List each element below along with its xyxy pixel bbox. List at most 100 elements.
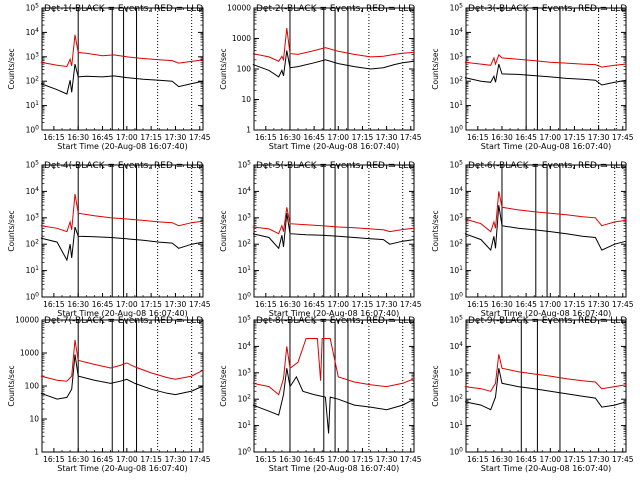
x-tick-label: 17:15 xyxy=(352,133,374,142)
x-tick-label: 17:00 xyxy=(539,300,561,309)
y-tick-label: 102 xyxy=(450,239,464,249)
series-line-events xyxy=(464,368,627,411)
x-tick-label: 16:45 xyxy=(515,300,537,309)
y-axis-label: Counts/sec xyxy=(7,48,16,89)
x-tick-label: 16:45 xyxy=(515,455,537,464)
series-line-events xyxy=(464,205,627,252)
series-line-events xyxy=(252,213,415,250)
x-tick-label: 17:15 xyxy=(352,455,374,464)
x-tick-label: 16:30 xyxy=(491,455,513,464)
x-tick-label: 16:45 xyxy=(92,455,114,464)
x-tick-label: 16:45 xyxy=(303,133,325,142)
y-tick-label: 104 xyxy=(26,186,40,196)
y-tick-label: 105 xyxy=(450,315,464,325)
y-tick-label: 103 xyxy=(26,212,40,222)
x-tick-label: 17:15 xyxy=(564,133,586,142)
series-line-events xyxy=(40,63,204,95)
y-tick-label: 100 xyxy=(26,125,40,135)
y-tick-label: 103 xyxy=(450,367,464,377)
x-tick-label: 17:30 xyxy=(588,300,610,309)
chart-title: Det 3(-BLACK = Events, RED = LLD xyxy=(468,4,627,14)
y-tick-label: 104 xyxy=(238,341,252,351)
chart-panel-7: 1 10 100 1000 10000 16:15 16:30 16:45 17:00 17:15… xyxy=(7,316,211,474)
x-tick-label: 17:45 xyxy=(400,133,422,142)
x-tick-label: 17:30 xyxy=(588,455,610,464)
y-tick-label: 102 xyxy=(450,76,464,86)
y-tick-label: 103 xyxy=(238,212,252,222)
y-tick-label: 1000 xyxy=(20,349,39,358)
y-tick-label: 100 xyxy=(238,447,252,457)
y-tick-label: 104 xyxy=(26,27,40,37)
x-axis-label: Start Time (20-Aug-08 16:07:40) xyxy=(481,464,612,473)
series-line-lld xyxy=(464,191,627,233)
x-axis-label: Start Time (20-Aug-08 16:07:40) xyxy=(269,309,400,318)
x-tick-label: 17:45 xyxy=(189,455,211,464)
plot-frame xyxy=(41,164,204,298)
chart-title: Det 7(-BLACK = Events, RED = LLD xyxy=(44,316,203,326)
x-tick-label: 17:45 xyxy=(189,300,211,309)
chart-title: Det 4(-BLACK = Events, RED = LLD xyxy=(44,161,203,171)
y-tick-label: 100 xyxy=(237,65,252,74)
y-tick-label: 102 xyxy=(238,239,252,249)
series-line-lld xyxy=(40,193,204,233)
x-axis-label: Start Time (20-Aug-08 16:07:40) xyxy=(269,142,400,151)
y-tick-label: 105 xyxy=(450,160,464,170)
y-tick-label: 1 xyxy=(246,126,251,135)
x-tick-label: 16:30 xyxy=(491,133,513,142)
y-tick-label: 100 xyxy=(26,292,40,302)
y-tick-label: 101 xyxy=(238,420,252,430)
x-tick-label: 16:45 xyxy=(303,300,325,309)
x-tick-label: 16:30 xyxy=(67,455,89,464)
x-tick-label: 16:15 xyxy=(255,455,277,464)
y-tick-label: 102 xyxy=(238,394,252,404)
chart-title: Det 2(-BLACK = Events, RED = LLD xyxy=(256,4,415,14)
x-tick-label: 17:45 xyxy=(612,300,634,309)
x-tick-label: 17:00 xyxy=(539,455,561,464)
x-tick-label: 17:30 xyxy=(165,133,187,142)
x-tick-label: 17:15 xyxy=(140,455,162,464)
y-tick-label: 102 xyxy=(26,76,40,86)
x-axis-label: Start Time (20-Aug-08 16:07:40) xyxy=(269,464,400,473)
y-tick-label: 104 xyxy=(450,341,464,351)
x-tick-label: 16:45 xyxy=(92,133,114,142)
chart-panel-2: 1 10 100 1000 10000 16:15 16:30 16:45 17:00 17:15… xyxy=(219,4,422,152)
x-tick-label: 17:15 xyxy=(564,455,586,464)
y-tick-label: 100 xyxy=(238,292,252,302)
y-tick-label: 100 xyxy=(450,125,464,135)
x-tick-label: 17:45 xyxy=(612,455,634,464)
y-tick-label: 10000 xyxy=(227,4,251,13)
series-line-lld xyxy=(40,339,204,382)
y-axis-label: Counts/sec xyxy=(219,365,228,406)
y-tick-label: 100 xyxy=(25,382,40,391)
x-tick-label: 17:30 xyxy=(376,133,398,142)
x-tick-label: 17:30 xyxy=(588,133,610,142)
x-tick-label: 16:30 xyxy=(279,133,301,142)
plot-frame xyxy=(253,164,415,298)
x-axis-label: Start Time (20-Aug-08 16:07:40) xyxy=(481,142,612,151)
y-tick-label: 101 xyxy=(26,100,40,110)
series-line-events xyxy=(252,368,415,434)
series-line-lld xyxy=(464,354,627,392)
x-tick-label: 16:30 xyxy=(67,300,89,309)
y-tick-label: 101 xyxy=(238,265,252,275)
x-tick-label: 17:00 xyxy=(539,133,561,142)
y-tick-label: 101 xyxy=(26,265,40,275)
x-tick-label: 17:15 xyxy=(140,133,162,142)
chart-title: Det 6(-BLACK = Events, RED = LLD xyxy=(468,161,627,171)
chart-title: Det 5(-BLACK = Events, RED = LLD xyxy=(256,161,415,171)
y-tick-label: 103 xyxy=(450,51,464,61)
x-tick-label: 17:15 xyxy=(352,300,374,309)
y-tick-label: 105 xyxy=(238,315,252,325)
y-tick-label: 102 xyxy=(26,239,40,249)
x-tick-label: 17:15 xyxy=(564,300,586,309)
x-tick-label: 17:30 xyxy=(165,455,187,464)
x-axis-label: Start Time (20-Aug-08 16:07:40) xyxy=(57,464,188,473)
y-axis-label: Counts/sec xyxy=(431,48,440,89)
x-tick-label: 16:30 xyxy=(67,133,89,142)
y-tick-label: 103 xyxy=(238,367,252,377)
y-axis-label: Counts/sec xyxy=(7,365,16,406)
